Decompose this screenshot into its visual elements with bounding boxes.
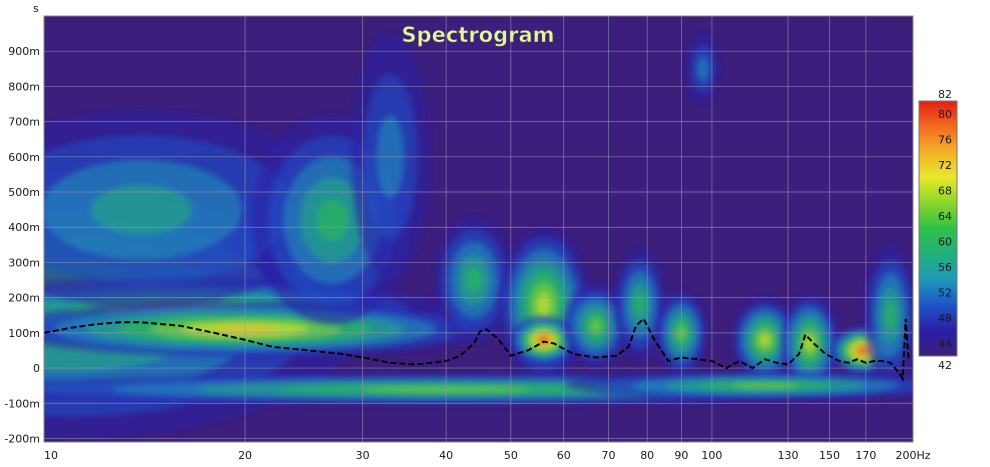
x-tick-label: 150 (819, 449, 840, 462)
colorbar-tick-label: 52 (938, 286, 952, 299)
heat-blob-15-level-10 (859, 347, 866, 353)
x-tick-label: 170 (855, 449, 876, 462)
x-axis-ticks: 10 20 30 40 50 60 70 80 90 100 130 150 170 200Hz (44, 449, 931, 462)
heat-blob-16-level-5 (885, 301, 896, 330)
y-axis-ticks: 900m 800m 700m 600m 500m 400m 300m 200m 100m 0 -10… (4, 45, 40, 445)
x-tick-label: 60 (557, 449, 571, 462)
plot-frame (43, 15, 914, 443)
heat-blob-10-level-5 (634, 293, 646, 316)
y-tick-label: 500m (8, 186, 40, 199)
x-tick-label: 200Hz (895, 449, 930, 462)
x-tick-label: 30 (356, 449, 370, 462)
y-tick-label: -200m (4, 432, 40, 445)
heat-blob-18-level-6 (731, 383, 799, 389)
colorbar-tick-label: 72 (938, 159, 952, 172)
x-tick-label: 80 (640, 449, 654, 462)
peak-curve (44, 317, 910, 382)
x-tick-label: 20 (238, 449, 252, 462)
heat-blob-6-level-5 (465, 267, 482, 293)
y-tick-label: 700m (8, 116, 40, 129)
x-tick-label: 50 (504, 449, 518, 462)
colorbar-tick-label: 44 (938, 337, 952, 350)
y-unit-label: s (33, 2, 39, 15)
y-tick-label: 300m (8, 256, 40, 269)
y-tick-label: 900m (8, 45, 40, 58)
colorbar-tick-label: 80 (938, 108, 952, 121)
chart-title: Spectrogram (401, 23, 554, 47)
y-tick-label: -100m (4, 397, 40, 410)
y-tick-label: 400m (8, 221, 40, 234)
y-tick-label: 600m (8, 151, 40, 164)
colorbar-tick-label: 82 (938, 88, 952, 101)
colorbar-tick-label: 68 (938, 184, 952, 197)
grid-lines (43, 16, 914, 442)
y-tick-label: 800m (8, 80, 40, 93)
colorbar-tick-label: 56 (938, 261, 952, 274)
y-tick-label: 100m (8, 327, 40, 340)
colorbar-ticks: 82 80 76 72 68 64 60 56 52 48 44 42 (938, 88, 952, 372)
heat-blob-4-level-5 (316, 199, 349, 242)
x-tick-label: 10 (44, 449, 58, 462)
colorbar-tick-label: 76 (938, 133, 952, 146)
colorbar (918, 100, 958, 357)
heat-blob-13-level-7 (760, 333, 770, 346)
x-tick-label: 40 (439, 449, 453, 462)
colorbar-tick-label: 42 (938, 359, 952, 372)
colorbar-tick-label: 64 (938, 210, 952, 223)
heat-blob-12-level-3 (697, 57, 709, 81)
x-tick-label: 70 (601, 449, 615, 462)
heat-blob-7-level-7 (537, 293, 551, 316)
x-tick-label: 100 (701, 449, 722, 462)
x-tick-label: 90 (674, 449, 688, 462)
heatmap-layer (44, 33, 913, 439)
colorbar-tick-label: 60 (938, 235, 952, 248)
heat-blob-9-level-6 (590, 318, 602, 333)
y-tick-label: 0 (33, 362, 40, 375)
colorbar-tick-label: 48 (938, 312, 952, 325)
heat-blob-3-level-4 (91, 184, 192, 235)
y-tick-label: 200m (8, 292, 40, 305)
x-tick-label: 130 (778, 449, 799, 462)
